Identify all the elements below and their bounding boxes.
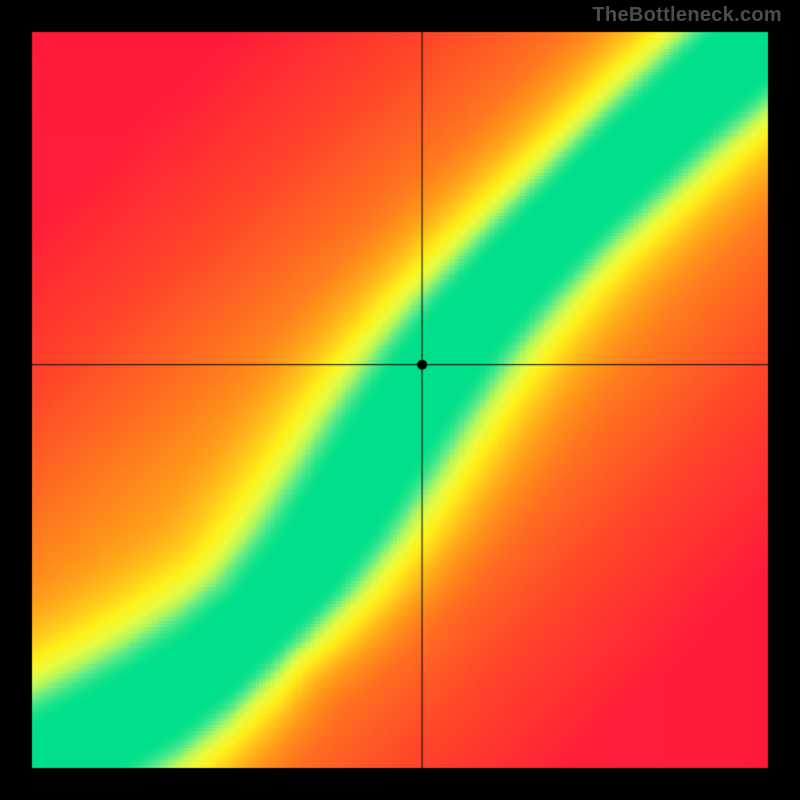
bottleneck-heatmap: [0, 0, 800, 800]
watermark-text: TheBottleneck.com: [592, 4, 782, 27]
